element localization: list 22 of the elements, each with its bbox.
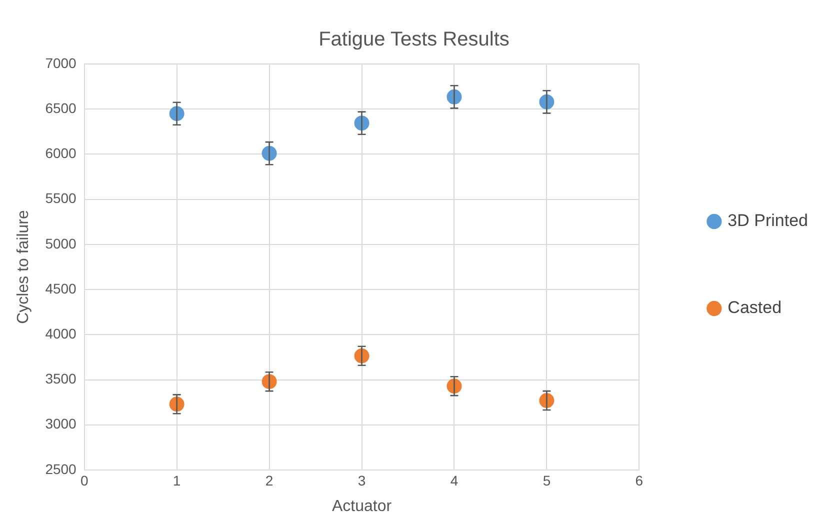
y-tick-label: 6500	[45, 100, 77, 116]
x-axis-title: Actuator	[332, 498, 392, 515]
legend-label: 3D Printed	[728, 211, 808, 230]
legend-label: Casted	[728, 298, 782, 318]
x-tick-label: 4	[450, 472, 458, 488]
y-tick-label: 6000	[45, 145, 77, 162]
y-tick-label: 5000	[45, 235, 77, 252]
y-tick-label: 2500	[45, 460, 77, 477]
x-tick-label: 6	[635, 472, 644, 488]
x-tick-label: 0	[80, 472, 88, 488]
y-tick-label: 3000	[45, 416, 77, 432]
y-tick-label: 3500	[45, 370, 77, 387]
x-tick-label: 5	[542, 472, 551, 488]
y-tick-label: 4500	[45, 280, 77, 296]
y-tick-label: 5500	[45, 190, 77, 206]
y-tick-label: 4000	[45, 326, 77, 342]
y-tick-label: 7000	[45, 54, 77, 71]
x-tick-label: 1	[172, 472, 181, 488]
x-tick-label: 2	[265, 472, 274, 488]
chart-title: Fatigue Tests Results	[318, 28, 510, 51]
y-axis-title: Cycles to failure	[15, 210, 32, 324]
x-tick-label: 3	[358, 472, 366, 488]
